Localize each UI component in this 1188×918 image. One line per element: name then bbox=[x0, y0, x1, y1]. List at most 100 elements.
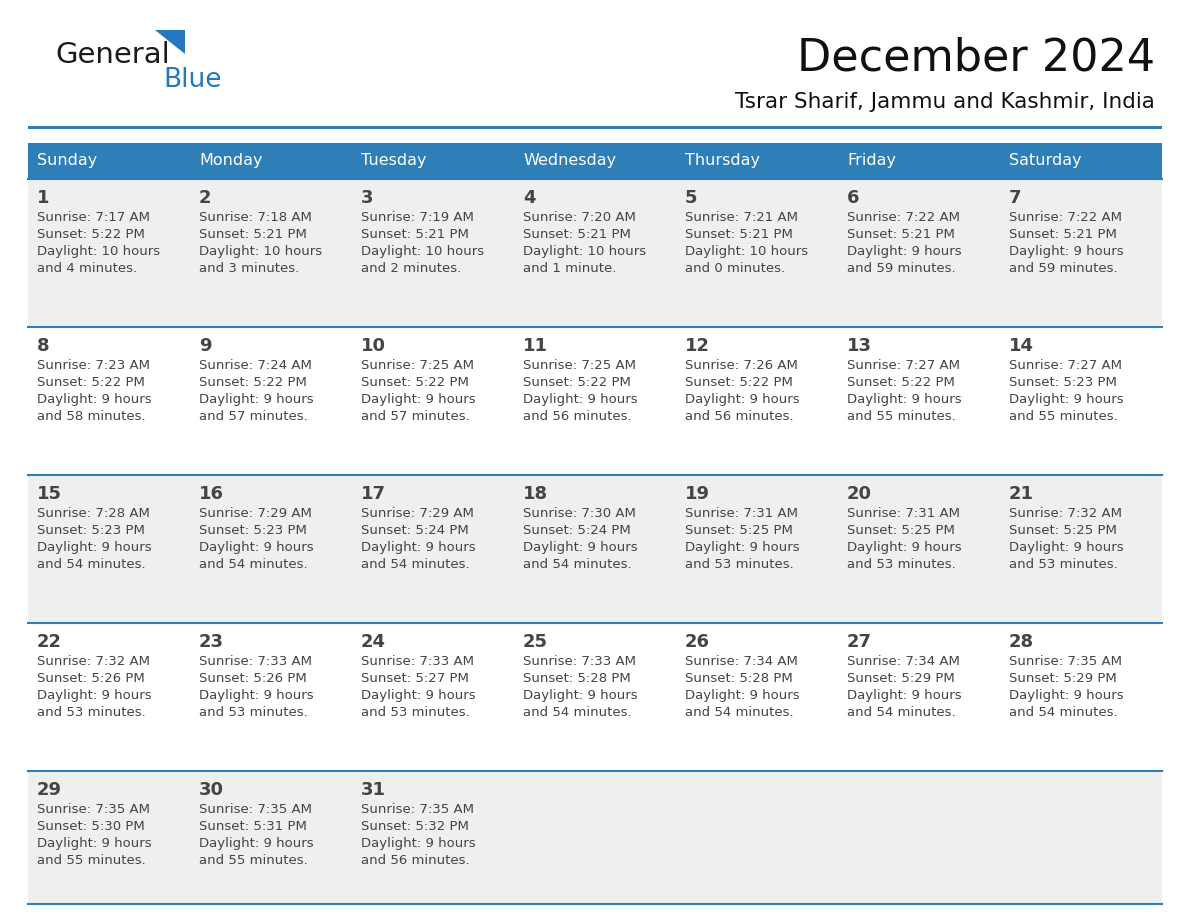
Bar bbox=[29, 623, 1162, 771]
Text: Sunset: 5:22 PM: Sunset: 5:22 PM bbox=[523, 376, 631, 389]
Text: Sunset: 5:30 PM: Sunset: 5:30 PM bbox=[37, 820, 145, 833]
Text: 18: 18 bbox=[523, 485, 548, 503]
Text: Sunrise: 7:28 AM: Sunrise: 7:28 AM bbox=[37, 507, 150, 520]
Text: Daylight: 10 hours: Daylight: 10 hours bbox=[361, 245, 485, 258]
Text: and 58 minutes.: and 58 minutes. bbox=[37, 410, 146, 423]
Text: Sunrise: 7:30 AM: Sunrise: 7:30 AM bbox=[523, 507, 636, 520]
Polygon shape bbox=[154, 30, 185, 54]
Text: and 57 minutes.: and 57 minutes. bbox=[200, 410, 308, 423]
Text: Daylight: 9 hours: Daylight: 9 hours bbox=[37, 837, 152, 850]
Text: and 53 minutes.: and 53 minutes. bbox=[37, 706, 146, 719]
Text: Monday: Monday bbox=[200, 153, 263, 169]
Text: Sunset: 5:29 PM: Sunset: 5:29 PM bbox=[847, 672, 955, 685]
Text: 5: 5 bbox=[685, 189, 697, 207]
Text: Sunrise: 7:32 AM: Sunrise: 7:32 AM bbox=[37, 655, 150, 668]
Text: Sunset: 5:24 PM: Sunset: 5:24 PM bbox=[523, 524, 631, 537]
Text: 23: 23 bbox=[200, 633, 225, 651]
Text: Daylight: 10 hours: Daylight: 10 hours bbox=[37, 245, 160, 258]
Text: and 54 minutes.: and 54 minutes. bbox=[1009, 706, 1118, 719]
Bar bbox=[29, 327, 1162, 475]
Text: Sunrise: 7:29 AM: Sunrise: 7:29 AM bbox=[361, 507, 474, 520]
Text: Sunset: 5:25 PM: Sunset: 5:25 PM bbox=[847, 524, 955, 537]
Text: 12: 12 bbox=[685, 337, 710, 355]
Text: Sunrise: 7:34 AM: Sunrise: 7:34 AM bbox=[847, 655, 960, 668]
Text: Daylight: 9 hours: Daylight: 9 hours bbox=[523, 393, 638, 406]
Text: Sunrise: 7:31 AM: Sunrise: 7:31 AM bbox=[847, 507, 960, 520]
Text: and 54 minutes.: and 54 minutes. bbox=[37, 558, 146, 571]
Text: Daylight: 9 hours: Daylight: 9 hours bbox=[847, 393, 961, 406]
Text: 13: 13 bbox=[847, 337, 872, 355]
Text: Sunset: 5:21 PM: Sunset: 5:21 PM bbox=[200, 228, 307, 241]
Text: Sunset: 5:26 PM: Sunset: 5:26 PM bbox=[37, 672, 145, 685]
Text: Sunset: 5:26 PM: Sunset: 5:26 PM bbox=[200, 672, 307, 685]
Text: Sunrise: 7:17 AM: Sunrise: 7:17 AM bbox=[37, 211, 150, 224]
Text: 25: 25 bbox=[523, 633, 548, 651]
Text: Tuesday: Tuesday bbox=[361, 153, 426, 169]
Text: Sunrise: 7:27 AM: Sunrise: 7:27 AM bbox=[847, 359, 960, 372]
Text: Sunrise: 7:22 AM: Sunrise: 7:22 AM bbox=[1009, 211, 1121, 224]
Text: Sunset: 5:22 PM: Sunset: 5:22 PM bbox=[361, 376, 469, 389]
Text: 30: 30 bbox=[200, 781, 225, 799]
Text: Sunrise: 7:25 AM: Sunrise: 7:25 AM bbox=[523, 359, 636, 372]
Text: and 53 minutes.: and 53 minutes. bbox=[1009, 558, 1118, 571]
Text: and 54 minutes.: and 54 minutes. bbox=[523, 558, 632, 571]
Text: Daylight: 9 hours: Daylight: 9 hours bbox=[1009, 245, 1124, 258]
Text: and 4 minutes.: and 4 minutes. bbox=[37, 262, 137, 275]
Text: Daylight: 9 hours: Daylight: 9 hours bbox=[847, 689, 961, 702]
Bar bbox=[352, 143, 514, 179]
Text: and 54 minutes.: and 54 minutes. bbox=[685, 706, 794, 719]
Text: 26: 26 bbox=[685, 633, 710, 651]
Text: Daylight: 10 hours: Daylight: 10 hours bbox=[685, 245, 808, 258]
Text: Daylight: 9 hours: Daylight: 9 hours bbox=[847, 541, 961, 554]
Text: 4: 4 bbox=[523, 189, 536, 207]
Text: Daylight: 10 hours: Daylight: 10 hours bbox=[523, 245, 646, 258]
Text: Daylight: 9 hours: Daylight: 9 hours bbox=[200, 541, 314, 554]
Text: Daylight: 9 hours: Daylight: 9 hours bbox=[685, 393, 800, 406]
Text: Sunrise: 7:35 AM: Sunrise: 7:35 AM bbox=[200, 803, 312, 816]
Text: Sunset: 5:21 PM: Sunset: 5:21 PM bbox=[523, 228, 631, 241]
Text: Daylight: 9 hours: Daylight: 9 hours bbox=[1009, 393, 1124, 406]
Text: Daylight: 9 hours: Daylight: 9 hours bbox=[37, 393, 152, 406]
Bar bbox=[29, 475, 1162, 623]
Text: Sunset: 5:27 PM: Sunset: 5:27 PM bbox=[361, 672, 469, 685]
Text: 11: 11 bbox=[523, 337, 548, 355]
Text: 1: 1 bbox=[37, 189, 50, 207]
Text: Daylight: 9 hours: Daylight: 9 hours bbox=[361, 837, 475, 850]
Text: 9: 9 bbox=[200, 337, 211, 355]
Text: Sunrise: 7:34 AM: Sunrise: 7:34 AM bbox=[685, 655, 798, 668]
Text: 21: 21 bbox=[1009, 485, 1034, 503]
Text: 16: 16 bbox=[200, 485, 225, 503]
Text: and 53 minutes.: and 53 minutes. bbox=[200, 706, 308, 719]
Text: and 57 minutes.: and 57 minutes. bbox=[361, 410, 469, 423]
Text: and 56 minutes.: and 56 minutes. bbox=[685, 410, 794, 423]
Text: Daylight: 9 hours: Daylight: 9 hours bbox=[37, 689, 152, 702]
Text: and 59 minutes.: and 59 minutes. bbox=[1009, 262, 1118, 275]
Text: and 59 minutes.: and 59 minutes. bbox=[847, 262, 955, 275]
Text: Sunrise: 7:29 AM: Sunrise: 7:29 AM bbox=[200, 507, 312, 520]
Text: Daylight: 9 hours: Daylight: 9 hours bbox=[685, 689, 800, 702]
Bar bbox=[29, 179, 1162, 327]
Text: Daylight: 10 hours: Daylight: 10 hours bbox=[200, 245, 322, 258]
Text: Daylight: 9 hours: Daylight: 9 hours bbox=[847, 245, 961, 258]
Text: Daylight: 9 hours: Daylight: 9 hours bbox=[200, 837, 314, 850]
Text: 6: 6 bbox=[847, 189, 859, 207]
Text: Thursday: Thursday bbox=[685, 153, 760, 169]
Bar bbox=[514, 143, 676, 179]
Text: and 54 minutes.: and 54 minutes. bbox=[200, 558, 308, 571]
Text: Daylight: 9 hours: Daylight: 9 hours bbox=[361, 541, 475, 554]
Text: Sunset: 5:28 PM: Sunset: 5:28 PM bbox=[523, 672, 631, 685]
Text: Daylight: 9 hours: Daylight: 9 hours bbox=[361, 689, 475, 702]
Text: and 2 minutes.: and 2 minutes. bbox=[361, 262, 461, 275]
Text: Sunrise: 7:33 AM: Sunrise: 7:33 AM bbox=[361, 655, 474, 668]
Text: and 3 minutes.: and 3 minutes. bbox=[200, 262, 299, 275]
Text: Sunrise: 7:33 AM: Sunrise: 7:33 AM bbox=[523, 655, 636, 668]
Text: Sunset: 5:28 PM: Sunset: 5:28 PM bbox=[685, 672, 792, 685]
Text: Sunset: 5:31 PM: Sunset: 5:31 PM bbox=[200, 820, 307, 833]
Text: Sunrise: 7:33 AM: Sunrise: 7:33 AM bbox=[200, 655, 312, 668]
Text: 27: 27 bbox=[847, 633, 872, 651]
Text: Daylight: 9 hours: Daylight: 9 hours bbox=[200, 393, 314, 406]
Text: Daylight: 9 hours: Daylight: 9 hours bbox=[361, 393, 475, 406]
Text: 29: 29 bbox=[37, 781, 62, 799]
Text: Friday: Friday bbox=[847, 153, 896, 169]
Text: Sunset: 5:22 PM: Sunset: 5:22 PM bbox=[847, 376, 955, 389]
